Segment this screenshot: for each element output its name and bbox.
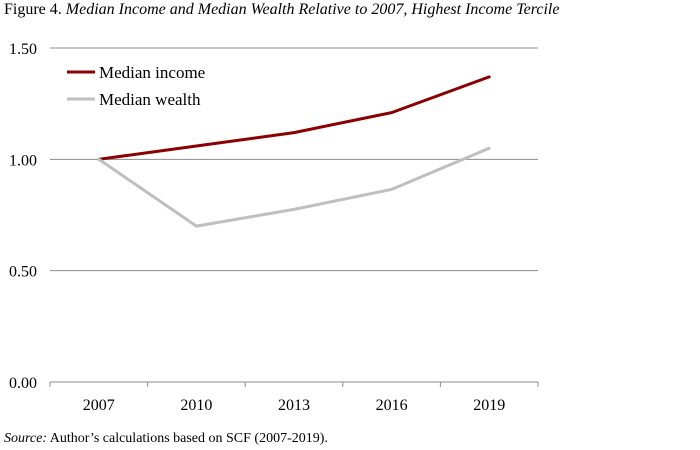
axes: 0.00 0.50 1.00 1.50 2007 2010 2013 2016 2019 — [9, 41, 539, 414]
x-tick-label: 2016 — [376, 397, 408, 414]
x-tick-label: 2010 — [180, 397, 212, 414]
source-label: Source: — [4, 431, 48, 446]
figure-title: Figure 4. Median Income and Median Wealt… — [4, 1, 559, 19]
y-tick-label: 1.50 — [9, 41, 37, 58]
x-tick-label: 2013 — [278, 397, 310, 414]
x-tick-label: 2007 — [83, 397, 115, 414]
series-lines — [97, 75, 491, 228]
y-tick-label: 1.00 — [9, 152, 37, 169]
legend-label: Median income — [99, 63, 205, 82]
y-tick-label: 0.00 — [9, 375, 37, 392]
series-line-median-wealth — [97, 146, 491, 228]
x-tick-label: 2019 — [473, 397, 505, 414]
source-note: Source: Author’s calculations based on S… — [4, 431, 328, 447]
series-line-median-income — [97, 75, 491, 161]
figure-label: Figure 4. — [4, 1, 66, 18]
legend-label: Median wealth — [99, 90, 201, 109]
source-text: Author’s calculations based on SCF (2007… — [47, 431, 328, 446]
legend: Median income Median wealth — [67, 63, 205, 109]
gridlines — [50, 47, 538, 272]
chart-title: Median Income and Median Wealth Relative… — [65, 1, 560, 18]
y-tick-label: 0.50 — [9, 264, 37, 281]
